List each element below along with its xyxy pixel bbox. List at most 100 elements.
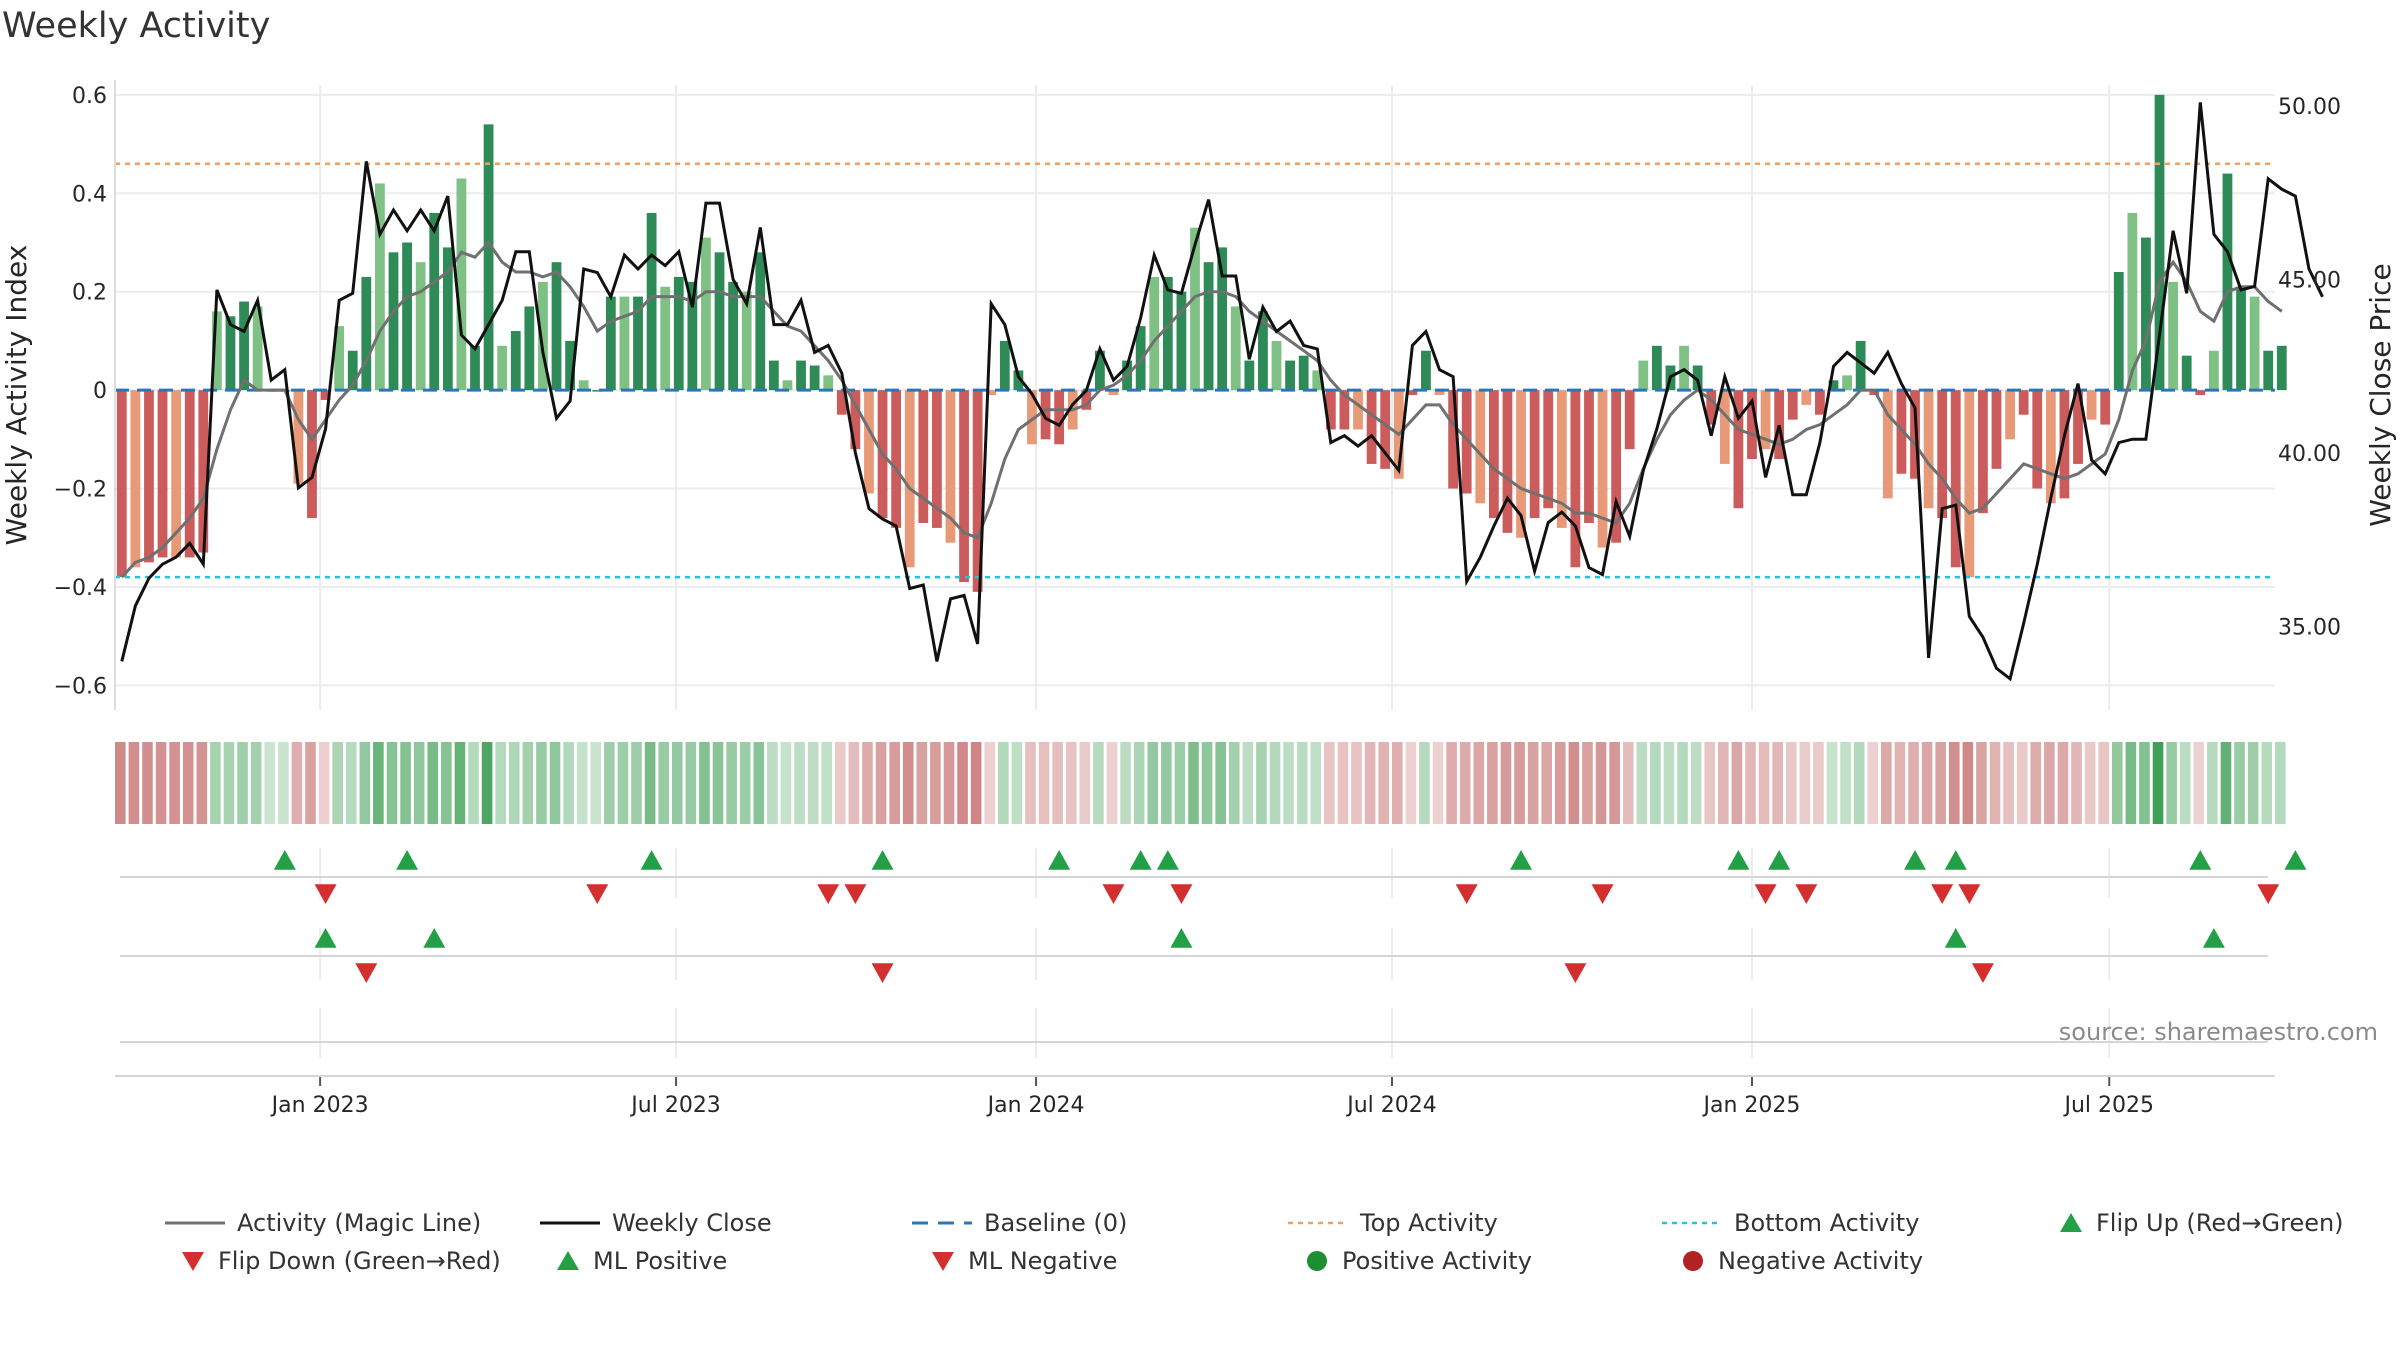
activity-bar bbox=[1488, 390, 1499, 519]
strip-cell bbox=[2179, 742, 2191, 824]
left-tick-label: −0.4 bbox=[54, 576, 107, 601]
activity-bar bbox=[442, 247, 453, 391]
activity-bar bbox=[252, 306, 263, 391]
legend-label: Flip Down (Green→Red) bbox=[218, 1247, 501, 1275]
activity-bar bbox=[687, 281, 698, 391]
strip-cell bbox=[984, 742, 996, 824]
flip-up-marker bbox=[1048, 850, 1071, 870]
activity-bar bbox=[864, 390, 874, 494]
left-tick-label: 0.6 bbox=[72, 84, 107, 109]
strip-cell bbox=[1473, 742, 1485, 824]
strip-cell bbox=[1622, 742, 1634, 824]
activity-bar bbox=[1543, 390, 1554, 509]
legend-item: Weekly Close bbox=[540, 1206, 772, 1240]
strip-cell bbox=[794, 742, 805, 824]
flip-up-marker bbox=[1727, 850, 1750, 870]
activity-bar bbox=[1407, 390, 1418, 396]
strip-cell bbox=[1731, 742, 1743, 824]
activity-bar bbox=[782, 380, 793, 391]
flip-down-marker bbox=[844, 884, 867, 904]
strip-cell bbox=[1147, 742, 1159, 824]
strip-cell bbox=[1976, 742, 1987, 824]
activity-bar bbox=[1570, 390, 1581, 568]
activity-bar bbox=[1285, 360, 1295, 391]
activity-bar bbox=[361, 276, 372, 391]
activity-bar bbox=[986, 390, 997, 396]
flip-down-marker bbox=[314, 884, 337, 904]
strip-cell bbox=[1962, 742, 1974, 824]
activity-bar bbox=[1230, 306, 1241, 391]
strip-cell bbox=[1161, 742, 1172, 824]
strip-cell bbox=[2016, 742, 2028, 824]
activity-bar bbox=[1828, 380, 1839, 391]
strip-cell bbox=[386, 742, 398, 824]
right-axis-title: Weekly Close Price bbox=[2364, 263, 2397, 526]
activity-bar bbox=[999, 340, 1010, 391]
flip-down-marker bbox=[586, 884, 609, 904]
strip-cell bbox=[862, 742, 873, 824]
strip-cell bbox=[318, 742, 330, 824]
strip-cell bbox=[1894, 742, 1906, 824]
strip-cell bbox=[1677, 742, 1688, 824]
strip-cell bbox=[2098, 742, 2109, 824]
strip-cell bbox=[1106, 742, 1118, 824]
strip-cell bbox=[1310, 742, 1322, 824]
strip-cell bbox=[1093, 742, 1104, 824]
source-credit: source: sharemaestro.com bbox=[2059, 1018, 2378, 1046]
flip-up-marker bbox=[396, 850, 419, 870]
legend-swatch bbox=[2060, 1213, 2082, 1232]
legend-label: Top Activity bbox=[1360, 1209, 1498, 1237]
strip-cell bbox=[345, 742, 357, 824]
legend-swatch bbox=[1307, 1251, 1327, 1271]
activity-bar bbox=[2032, 390, 2043, 489]
activity-bar bbox=[225, 316, 236, 391]
strip-cell bbox=[128, 742, 140, 824]
legend: Activity (Magic Line) Weekly Close Baselin… bbox=[0, 1198, 2400, 1288]
ml-positive-marker bbox=[1170, 928, 1193, 948]
ml-positive-marker bbox=[423, 928, 446, 948]
x-tick-label: Jul 2025 bbox=[2062, 1093, 2154, 1118]
activity-bar bbox=[2222, 173, 2233, 391]
strip-cell bbox=[1881, 742, 1892, 824]
activity-bar bbox=[565, 340, 575, 391]
activity-bar bbox=[497, 345, 508, 391]
flip-down-marker bbox=[817, 884, 840, 904]
strip-cell bbox=[373, 742, 384, 824]
activity-bar bbox=[701, 237, 711, 391]
strip-cell bbox=[1419, 742, 1430, 824]
strip-cell bbox=[2166, 742, 2177, 824]
activity-bar bbox=[2018, 390, 2029, 415]
flip-down-marker bbox=[1958, 884, 1981, 904]
activity-bar bbox=[1774, 390, 1785, 460]
right-tick-label: 50.00 bbox=[2278, 95, 2341, 120]
activity-bar bbox=[1461, 390, 1472, 494]
ml-positive-marker bbox=[2202, 928, 2225, 948]
activity-bar bbox=[1597, 390, 1608, 548]
strip-cell bbox=[2084, 742, 2096, 824]
activity-bar bbox=[510, 331, 521, 391]
legend-circle bbox=[1683, 1251, 1703, 1271]
strip-cell bbox=[1989, 742, 2001, 824]
strip-cell bbox=[1188, 742, 1199, 824]
strip-cell bbox=[413, 742, 425, 824]
strip-cell bbox=[875, 742, 887, 824]
strip-cell bbox=[739, 742, 751, 824]
strip-cell bbox=[359, 742, 371, 824]
strip-cell bbox=[522, 742, 534, 824]
flip-up-marker bbox=[1129, 850, 1152, 870]
activity-bar bbox=[293, 390, 304, 484]
activity-bar bbox=[239, 301, 249, 391]
activity-bar bbox=[2005, 390, 2015, 440]
activity-bar bbox=[334, 326, 345, 391]
strip-cell bbox=[1065, 742, 1077, 824]
activity-bar bbox=[1013, 370, 1024, 391]
activity-bar bbox=[211, 311, 222, 391]
strip-cell bbox=[1337, 742, 1349, 824]
legend-label: Baseline (0) bbox=[984, 1209, 1128, 1237]
activity-bar bbox=[592, 390, 603, 392]
activity-bar bbox=[388, 252, 399, 391]
activity-bar bbox=[1366, 390, 1377, 464]
activity-bar bbox=[741, 291, 752, 391]
strip-cell bbox=[1813, 742, 1824, 824]
activity-bar bbox=[2154, 94, 2165, 391]
